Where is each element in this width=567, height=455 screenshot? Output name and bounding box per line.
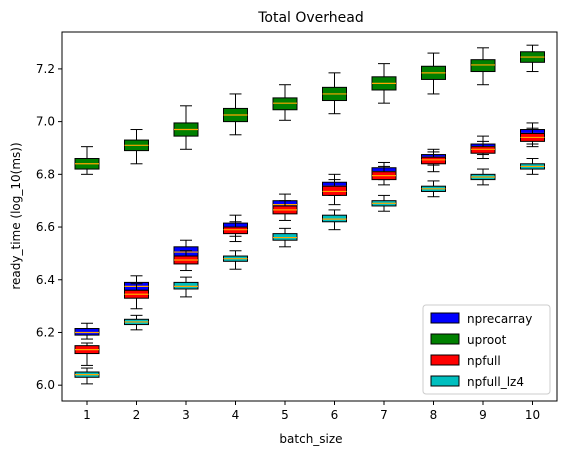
legend-label-npfull: npfull [467,354,501,368]
x-tick-label-8: 8 [430,408,438,422]
box-uproot-10 [520,44,545,73]
x-tick-label-4: 4 [232,408,240,422]
axes: 6.0 6.2 6.4 6.6 6.8 7.0 7.2 1 2 3 4 5 6 7 8 9 10 [36,31,558,422]
legend-label-npfull_lz4: npfull_lz4 [467,375,524,389]
box-body [470,59,496,73]
box-body [272,97,298,111]
box-body [470,146,496,154]
x-tick-label-10: 10 [525,408,540,422]
box-npfull-9 [470,140,496,160]
box-npfull_lz4-10 [520,158,545,175]
axes-frame [61,31,558,402]
box-npfull-1 [74,342,100,366]
box-uproot-7 [371,63,397,104]
series-npfull [74,127,545,366]
x-tick-label-1: 1 [83,408,91,422]
box-npfull-3 [173,250,199,272]
box-npfull-5 [272,200,298,221]
box-npfull_lz4-6 [322,209,347,231]
box-npfull-4 [223,221,248,243]
box-npfull_lz4-7 [371,194,397,212]
box-npfull-2 [124,283,149,310]
y-tick-label-6.2: 6.2 [36,325,55,339]
box-body [272,233,298,241]
box-npfull_lz4-8 [421,180,446,198]
box-body [322,185,347,196]
x-tick-label-6: 6 [331,408,339,422]
box-npfull_lz4-9 [470,168,496,186]
box-uproot-3 [173,105,199,150]
y-tick-label-7.0: 7.0 [36,115,55,129]
box-npfull-6 [322,179,347,206]
box-body [322,214,347,223]
plot-area [74,44,545,385]
box-uproot-8 [421,52,446,95]
box-npfull-10 [520,127,545,148]
x-tick-label-9: 9 [479,408,487,422]
legend: nprecarray uproot npfull npfull_lz4 [422,304,551,395]
box-body [173,281,199,290]
series-npfull_lz4 [74,158,545,385]
y-tick-label-6.8: 6.8 [36,167,55,181]
box-npfull_lz4-5 [272,227,298,248]
legend-swatch-npfull_lz4 [430,375,460,387]
box-body [421,156,446,165]
x-tick-label-7: 7 [380,408,388,422]
x-tick-label-3: 3 [182,408,190,422]
box-nprecarray-1 [74,322,100,340]
legend-label-uproot: uproot [467,333,507,347]
y-tick-label-6.6: 6.6 [36,220,55,234]
y-tick-label-7.2: 7.2 [36,62,55,76]
box-npfull_lz4-2 [124,314,149,331]
box-uproot-1 [74,146,100,175]
box-uproot-9 [470,47,496,86]
box-uproot-6 [322,72,347,115]
box-npfull_lz4-4 [223,250,248,270]
box-body [74,328,100,336]
box-uproot-5 [272,84,298,121]
y-tick-label-6.0: 6.0 [36,378,55,392]
legend-label-nprecarray: nprecarray [467,312,532,326]
chart-title: Total Overhead [257,10,364,26]
box-uproot-4 [223,93,248,136]
box-uproot-2 [124,129,149,165]
legend-frame [422,304,551,395]
box-body [223,226,248,235]
legend-swatch-nprecarray [430,312,460,324]
x-axis-label: batch_size [279,432,342,446]
x-tick-label-2: 2 [133,408,141,422]
y-tick-label-6.4: 6.4 [36,273,55,287]
box-npfull_lz4-1 [74,367,100,385]
box-npfull-7 [371,165,397,186]
box-npfull-8 [421,151,446,173]
legend-swatch-uproot [430,333,460,345]
x-tick-label-5: 5 [281,408,289,422]
y-axis-label: ready_time (log_10(ms)) [9,142,23,289]
legend-swatch-npfull [430,354,460,366]
box-npfull_lz4-3 [173,276,199,298]
series-uproot [74,44,545,175]
